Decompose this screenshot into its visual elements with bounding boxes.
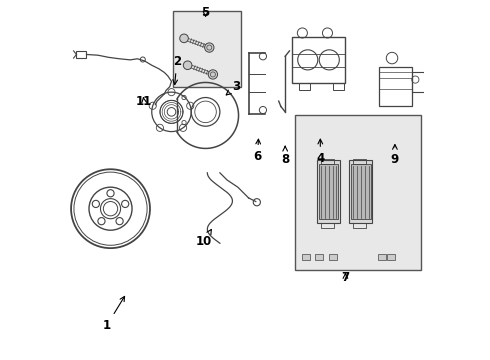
Bar: [379, 67, 412, 107]
Bar: [299, 83, 310, 90]
Circle shape: [180, 34, 188, 42]
Circle shape: [183, 61, 192, 69]
Text: 11: 11: [136, 95, 152, 108]
Bar: [173, 12, 242, 87]
Bar: [295, 116, 421, 270]
Text: 5: 5: [201, 6, 210, 19]
Text: 4: 4: [316, 139, 324, 165]
Bar: [353, 159, 366, 164]
Bar: [317, 160, 340, 223]
Circle shape: [205, 43, 214, 52]
Bar: [315, 254, 323, 260]
Bar: [292, 37, 345, 83]
Bar: [333, 83, 343, 90]
Text: 6: 6: [253, 139, 262, 163]
Text: 7: 7: [342, 271, 349, 284]
Text: 3: 3: [226, 80, 240, 95]
Circle shape: [208, 70, 218, 79]
Bar: [353, 223, 366, 228]
Bar: [349, 160, 372, 223]
Bar: [329, 254, 337, 260]
Text: 10: 10: [196, 229, 212, 248]
Bar: [412, 72, 425, 92]
Bar: [76, 51, 87, 58]
Bar: [387, 254, 394, 260]
Bar: [378, 254, 386, 260]
Text: 9: 9: [391, 145, 399, 166]
Bar: [302, 254, 310, 260]
Bar: [318, 164, 338, 220]
Text: 2: 2: [173, 55, 181, 85]
Text: 8: 8: [281, 146, 289, 166]
Bar: [321, 223, 334, 228]
Bar: [351, 164, 370, 220]
Bar: [321, 159, 334, 164]
Text: 1: 1: [103, 296, 124, 332]
